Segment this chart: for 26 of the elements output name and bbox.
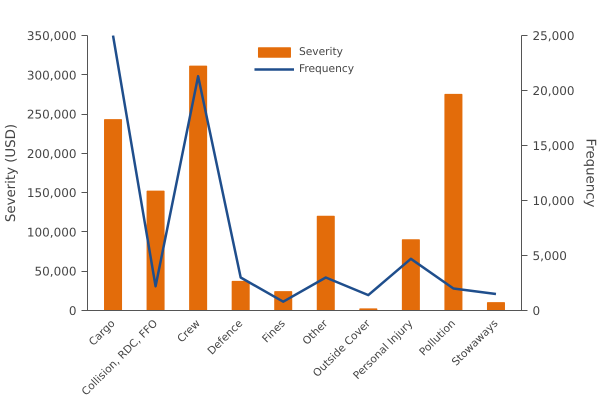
y2-tick-label: 10,000 (532, 194, 574, 208)
bar (232, 280, 250, 310)
y2-axis-title: Frequency (582, 138, 598, 208)
y-tick-label: 100,000 (26, 225, 76, 240)
y2-tick-label: 25,000 (532, 29, 574, 43)
y2-tick-label: 20,000 (532, 84, 574, 98)
y-tick-label: 200,000 (26, 146, 76, 161)
y2-tick-label: 5,000 (532, 249, 567, 263)
bar (486, 302, 505, 310)
legend-label: Severity (298, 45, 343, 58)
bar (402, 239, 420, 310)
y-tick-label: 0 (68, 304, 77, 318)
y-tick-label: 250,000 (26, 108, 76, 122)
bar (444, 94, 462, 310)
y-tick-label: 300,000 (26, 68, 76, 82)
bar (316, 216, 335, 310)
legend-label: Frequency (298, 62, 354, 75)
y-tick-label: 50,000 (34, 264, 77, 279)
y2-tick-label: 15,000 (532, 139, 574, 153)
y-axis-title: Severity (USD) (4, 124, 19, 222)
y-tick-label: 350,000 (26, 29, 76, 43)
y2-tick-label: 0 (532, 304, 540, 318)
y-tick-label: 150,000 (26, 186, 76, 200)
line-series (112, 36, 498, 303)
bar (104, 119, 122, 310)
bar (189, 66, 208, 310)
